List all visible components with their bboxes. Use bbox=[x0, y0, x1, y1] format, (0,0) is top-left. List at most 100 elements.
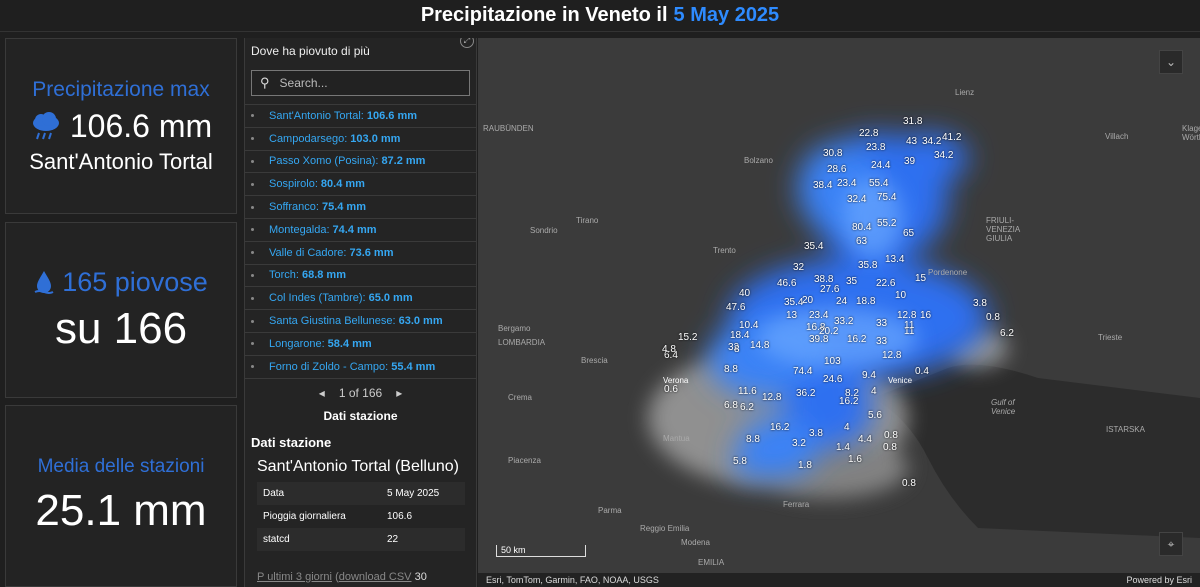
precip-value-label[interactable]: 11.6 bbox=[738, 386, 757, 397]
list-item[interactable]: Passo Xomo (Posina): 87.2 mm bbox=[245, 151, 476, 174]
precip-value-label[interactable]: 32.4 bbox=[847, 194, 867, 205]
precip-value-label[interactable]: 24 bbox=[836, 296, 848, 307]
precip-value-label[interactable]: 34.2 bbox=[934, 150, 954, 161]
precip-value-label[interactable]: 23.4 bbox=[837, 178, 857, 189]
precip-value-label[interactable]: 40 bbox=[739, 288, 751, 299]
precip-value-label[interactable]: 0.8 bbox=[883, 442, 897, 453]
precip-value-label[interactable]: 15 bbox=[915, 273, 927, 284]
precip-value-label[interactable]: 6.8 bbox=[724, 400, 738, 411]
precip-value-label[interactable]: 0.4 bbox=[915, 366, 929, 377]
list-item[interactable]: Sant'Antonio Tortal: 106.6 mm bbox=[245, 105, 476, 128]
list-item[interactable]: Soffranco: 75.4 mm bbox=[245, 196, 476, 219]
precip-value-label[interactable]: 16.2 bbox=[770, 422, 790, 433]
precip-value-label[interactable]: 39 bbox=[904, 156, 916, 167]
precip-value-label[interactable]: 47.6 bbox=[726, 302, 746, 313]
precip-value-label[interactable]: 16.8 bbox=[806, 322, 826, 333]
precip-value-label[interactable]: 12.8 bbox=[762, 392, 782, 403]
precip-value-label[interactable]: 8.8 bbox=[724, 364, 738, 375]
precip-value-label[interactable]: 8.2 bbox=[845, 388, 859, 399]
precip-value-label[interactable]: 4 bbox=[871, 386, 877, 397]
precip-value-label[interactable]: 14.8 bbox=[750, 340, 770, 351]
precip-value-label[interactable]: 20.2 bbox=[819, 326, 839, 337]
precip-value-label[interactable]: 20 bbox=[802, 295, 814, 306]
precip-value-label[interactable]: 13 bbox=[786, 310, 798, 321]
precip-value-label[interactable]: 23.8 bbox=[866, 142, 886, 153]
list-item[interactable]: Campodarsego: 103.0 mm bbox=[245, 128, 476, 151]
precip-value-label[interactable]: 18.4 bbox=[730, 330, 750, 341]
precip-value-label[interactable]: 11 bbox=[904, 320, 915, 331]
precip-value-label[interactable]: 35.4 bbox=[804, 241, 824, 252]
precip-value-label[interactable]: 1.8 bbox=[798, 460, 812, 471]
precip-value-label[interactable]: 8 bbox=[734, 344, 740, 355]
precip-value-label[interactable]: 35 bbox=[846, 276, 858, 287]
precip-value-label[interactable]: 65 bbox=[903, 228, 915, 239]
precip-value-label[interactable]: 63 bbox=[856, 236, 868, 247]
list-item[interactable]: Sospirolo: 80.4 mm bbox=[245, 173, 476, 197]
precip-value-label[interactable]: 16.2 bbox=[847, 334, 867, 345]
precip-value-label[interactable]: 24.4 bbox=[871, 160, 891, 171]
prev-page-icon[interactable]: ◂ bbox=[318, 385, 325, 400]
precip-value-label[interactable]: 74.4 bbox=[793, 366, 813, 377]
precip-value-label[interactable]: 43 bbox=[906, 136, 918, 147]
list-item[interactable]: Valle di Cadore: 73.6 mm bbox=[245, 242, 476, 265]
precip-value-label[interactable]: 24.6 bbox=[823, 374, 843, 385]
list-item[interactable]: Forno di Zoldo - Campo: 55.4 mm bbox=[245, 356, 476, 379]
precip-value-label[interactable]: 0.8 bbox=[884, 430, 898, 441]
precip-value-label[interactable]: 4.4 bbox=[858, 434, 872, 445]
precip-value-label[interactable]: 8.8 bbox=[746, 434, 760, 445]
precip-value-label[interactable]: 6.4 bbox=[664, 350, 678, 361]
precip-value-label[interactable]: 34.2 bbox=[922, 136, 942, 147]
precip-value-label[interactable]: 12.8 bbox=[897, 310, 917, 321]
precip-value-label[interactable]: 0.6 bbox=[664, 384, 678, 395]
precip-value-label[interactable]: 10 bbox=[895, 290, 907, 301]
precip-value-label[interactable]: 15.2 bbox=[678, 332, 698, 343]
locate-icon[interactable]: ⌖ bbox=[1159, 532, 1183, 556]
precip-value-label[interactable]: 46.6 bbox=[777, 278, 797, 289]
precip-value-label[interactable]: 28.6 bbox=[827, 164, 847, 175]
precip-value-label[interactable]: 11 bbox=[904, 326, 915, 337]
list-item[interactable]: Longarone: 58.4 mm bbox=[245, 333, 476, 356]
precip-value-label[interactable]: 9.4 bbox=[862, 370, 876, 381]
collapse-icon[interactable]: ⌄ bbox=[1159, 50, 1183, 74]
precip-value-label[interactable]: 55.2 bbox=[877, 218, 897, 229]
search-input[interactable]: ⚲ Search... bbox=[251, 70, 470, 96]
precip-value-label[interactable]: 31.8 bbox=[903, 116, 923, 127]
precip-value-label[interactable]: 36.2 bbox=[796, 388, 816, 399]
precip-value-label[interactable]: 38.8 bbox=[814, 274, 834, 285]
precip-value-label[interactable]: 16.2 bbox=[839, 396, 859, 407]
precip-value-label[interactable]: 13.4 bbox=[885, 254, 905, 265]
list-item[interactable]: Santa Giustina Bellunese: 63.0 mm bbox=[245, 310, 476, 333]
precip-value-label[interactable]: 38.4 bbox=[813, 180, 833, 191]
precip-value-label[interactable]: 5.8 bbox=[733, 456, 747, 467]
precip-value-label[interactable]: 103 bbox=[824, 356, 841, 367]
precip-value-label[interactable]: 32 bbox=[793, 262, 805, 273]
precip-value-label[interactable]: 12.8 bbox=[882, 350, 902, 361]
precip-value-label[interactable]: 4.8 bbox=[662, 344, 676, 355]
precip-value-label[interactable]: 35.8 bbox=[858, 260, 878, 271]
list-item[interactable]: Torch: 68.8 mm bbox=[245, 265, 476, 288]
precip-value-label[interactable]: 33.2 bbox=[834, 316, 854, 327]
precip-value-label[interactable]: 16 bbox=[920, 310, 932, 321]
precip-value-label[interactable]: 33 bbox=[876, 318, 888, 329]
precip-value-label[interactable]: 1.4 bbox=[836, 442, 850, 453]
expand-icon[interactable]: ⤢ bbox=[460, 38, 474, 48]
precip-value-label[interactable]: 39.8 bbox=[809, 334, 829, 345]
last-3-days-link[interactable]: P ultimi 3 giorni bbox=[257, 570, 332, 583]
precip-value-label[interactable]: 6.2 bbox=[740, 402, 754, 413]
precip-value-label[interactable]: 55.4 bbox=[869, 178, 889, 189]
precip-value-label[interactable]: 22.8 bbox=[859, 128, 879, 139]
next-page-icon[interactable]: ▸ bbox=[396, 385, 403, 400]
precip-value-label[interactable]: 1.6 bbox=[848, 454, 862, 465]
precip-value-label[interactable]: 75.4 bbox=[877, 192, 897, 203]
list-item[interactable]: Col Indes (Tambre): 65.0 mm bbox=[245, 287, 476, 311]
precip-value-label[interactable]: 41.2 bbox=[942, 132, 962, 143]
precip-value-label[interactable]: 33 bbox=[876, 336, 888, 347]
precip-value-label[interactable]: 3.8 bbox=[973, 298, 987, 309]
precip-value-label[interactable]: 6.2 bbox=[1000, 328, 1014, 339]
precip-value-label[interactable]: 0.8 bbox=[986, 312, 1000, 323]
list-item[interactable]: Montegalda: 74.4 mm bbox=[245, 219, 476, 242]
precip-value-label[interactable]: 35.4 bbox=[784, 297, 804, 308]
precip-value-label[interactable]: 80.4 bbox=[852, 222, 872, 233]
precip-value-label[interactable]: 4 bbox=[844, 422, 850, 433]
precip-value-label[interactable]: 3.8 bbox=[809, 428, 823, 439]
